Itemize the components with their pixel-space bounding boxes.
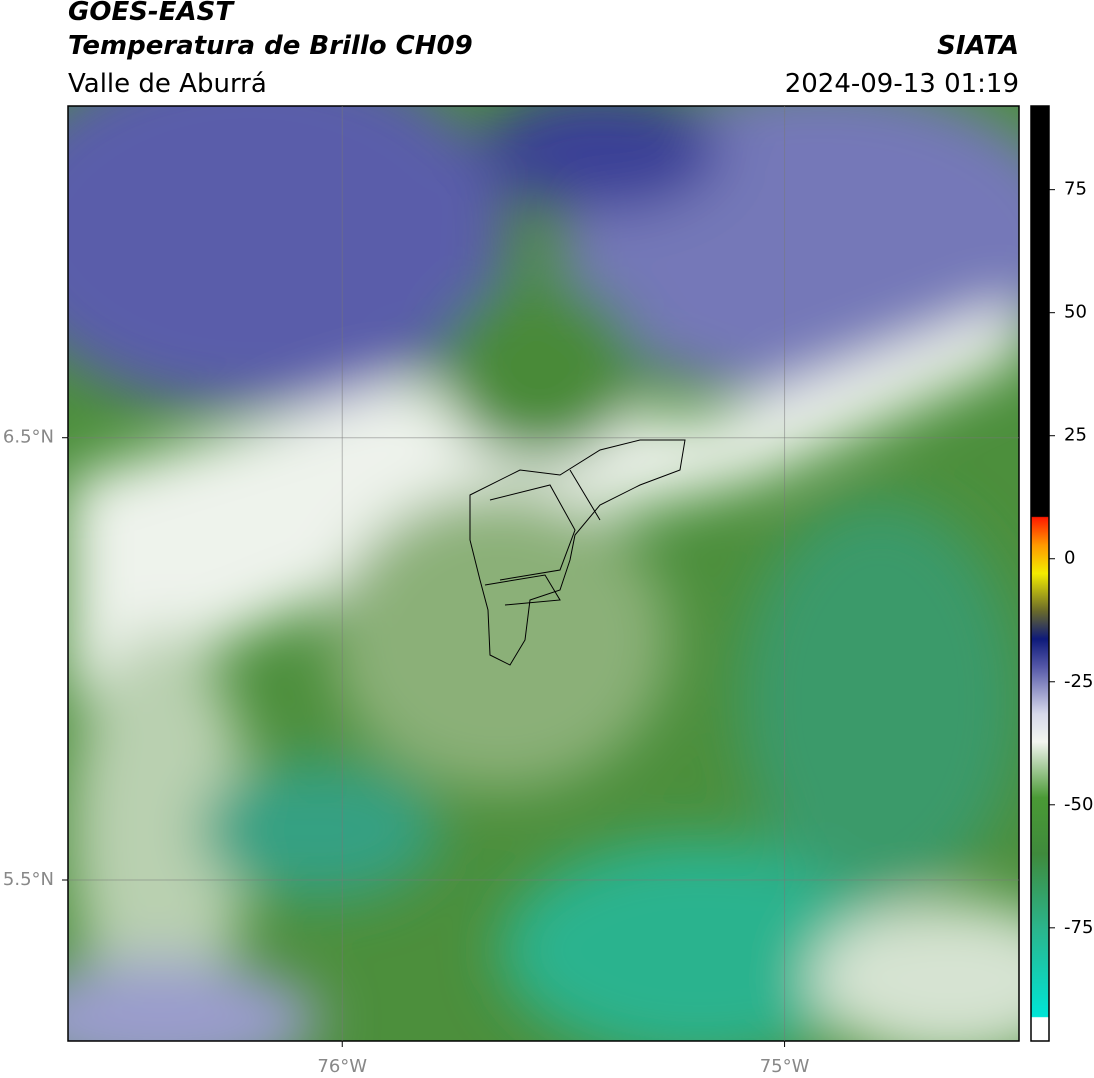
colorbar <box>1030 105 1050 1042</box>
colorbar-label: 50 <box>1064 302 1087 323</box>
timestamp: 2024-09-13 01:19 <box>785 69 1019 99</box>
colorbar-label: 75 <box>1064 179 1087 200</box>
colorbar-label: -25 <box>1064 671 1093 692</box>
colorbar-label: 25 <box>1064 425 1087 446</box>
lat-label: 6.5°N <box>3 427 54 448</box>
lon-label: 76°W <box>317 1056 367 1077</box>
source: SIATA <box>937 31 1019 61</box>
region: Valle de Aburrá <box>68 69 267 99</box>
colorbar-label: -50 <box>1064 794 1093 815</box>
map-frame <box>67 105 1020 1042</box>
colorbar-label: 0 <box>1064 548 1075 569</box>
title: GOES-EAST <box>68 0 235 27</box>
lon-label: 75°W <box>760 1056 810 1077</box>
subtitle: Temperatura de Brillo CH09 <box>68 31 473 61</box>
colorbar-label: -75 <box>1064 917 1093 938</box>
lat-label: 5.5°N <box>3 869 54 890</box>
temperature-field <box>68 106 1019 1041</box>
